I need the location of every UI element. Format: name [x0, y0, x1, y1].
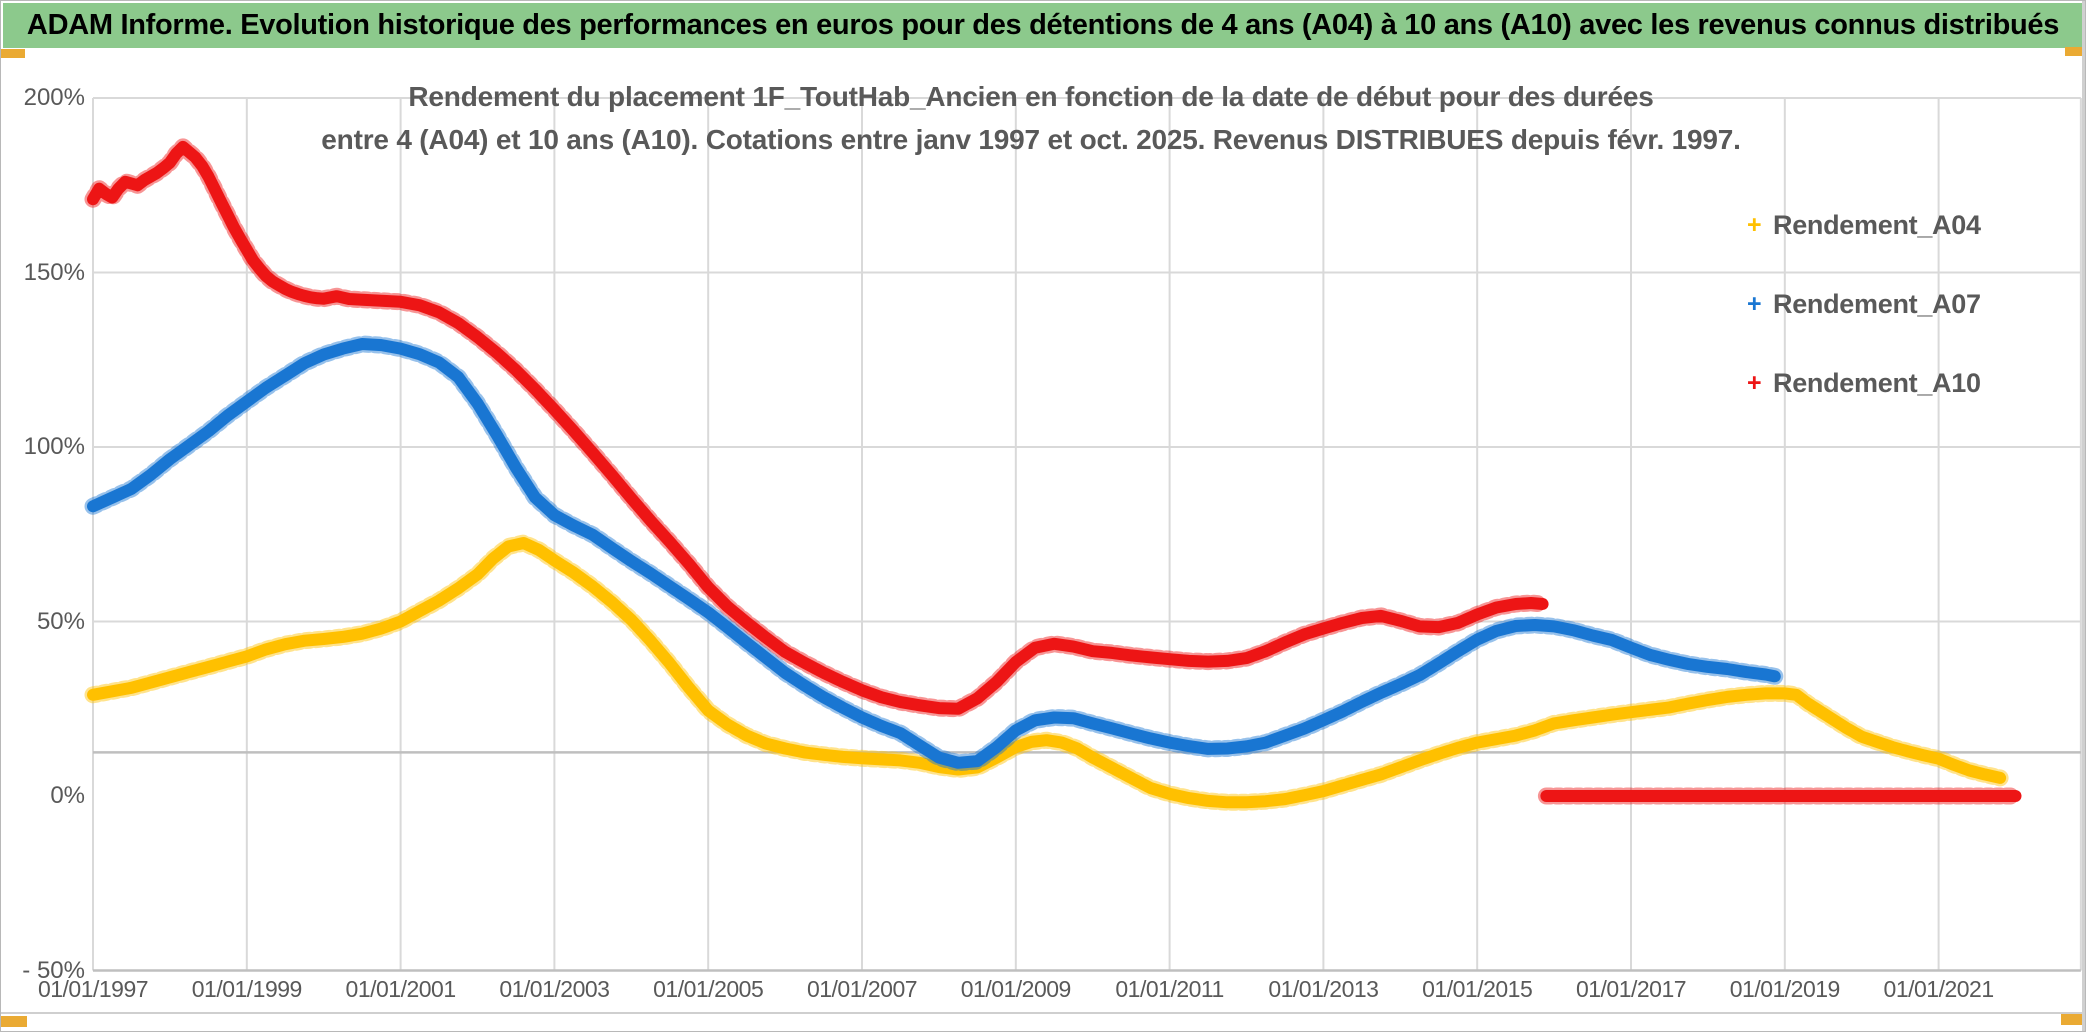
- x-tick-label: 01/01/2001: [345, 976, 457, 1002]
- legend-marker-icon: +: [1747, 210, 1762, 239]
- y-tick-label: 100%: [23, 433, 85, 460]
- y-tick-label: 200%: [23, 84, 85, 111]
- chart-title-line2: entre 4 (A04) et 10 ans (A10). Cotations…: [321, 124, 1741, 155]
- legend-item-rendement_a07[interactable]: + Rendement_A07: [1747, 286, 1981, 322]
- legend-item-rendement_a10[interactable]: + Rendement_A10: [1747, 365, 1981, 401]
- legend-label: Rendement_A10: [1773, 367, 1981, 398]
- sheet-corner-accent-left: [1, 1016, 27, 1027]
- x-tick-label: 01/01/1999: [191, 976, 303, 1002]
- chart-title-line1: Rendement du placement 1F_ToutHab_Ancien…: [408, 81, 1654, 112]
- legend-marker-icon: +: [1747, 289, 1762, 318]
- y-tick-label: 150%: [23, 258, 85, 286]
- x-tick-label: 01/01/2011: [1115, 976, 1224, 1002]
- sheet-tab-accent-left: [1, 49, 25, 58]
- chart-title: Rendement du placement 1F_ToutHab_Ancien…: [301, 75, 1761, 161]
- series-line-rendement_a07[interactable]: [87, 338, 1781, 769]
- x-tick-label: 01/01/1997: [37, 976, 149, 1002]
- series-line-rendement_a04[interactable]: [87, 537, 2007, 809]
- x-tick-label: 01/01/2003: [499, 976, 610, 1002]
- header-title: ADAM Informe. Evolution historique des p…: [26, 9, 2060, 41]
- sheet-tab-accent-right: [2065, 47, 2085, 56]
- legend-label: Rendement_A07: [1773, 288, 1981, 319]
- y-tick-label: 50%: [36, 607, 85, 635]
- legend-label: Rendement_A04: [1773, 209, 1981, 240]
- window-edge: [2082, 1, 2085, 1031]
- header-banner: ADAM Informe. Evolution historique des p…: [3, 3, 2083, 48]
- bottom-divider: [1, 1012, 2085, 1014]
- sheet-corner-accent-right: [2061, 1014, 2085, 1025]
- x-tick-label: 01/01/2005: [653, 976, 764, 1002]
- x-tick-label: 01/01/2013: [1268, 976, 1379, 1002]
- x-tick-label: 01/01/2019: [1729, 976, 1841, 1002]
- y-tick-label: - 50%: [22, 956, 85, 984]
- series-line-rendement_a10[interactable]: [87, 140, 1549, 715]
- legend-marker-icon: +: [1747, 368, 1762, 397]
- y-tick-label: 0%: [50, 782, 85, 809]
- x-tick-label: 01/01/2017: [1575, 976, 1687, 1002]
- x-tick-label: 01/01/2015: [1422, 976, 1533, 1002]
- x-tick-label: 01/01/2007: [806, 976, 918, 1002]
- legend-item-rendement_a04[interactable]: + Rendement_A04: [1747, 207, 1981, 243]
- x-tick-label: 01/01/2021: [1883, 976, 1995, 1002]
- x-tick-label: 01/01/2009: [960, 976, 1072, 1002]
